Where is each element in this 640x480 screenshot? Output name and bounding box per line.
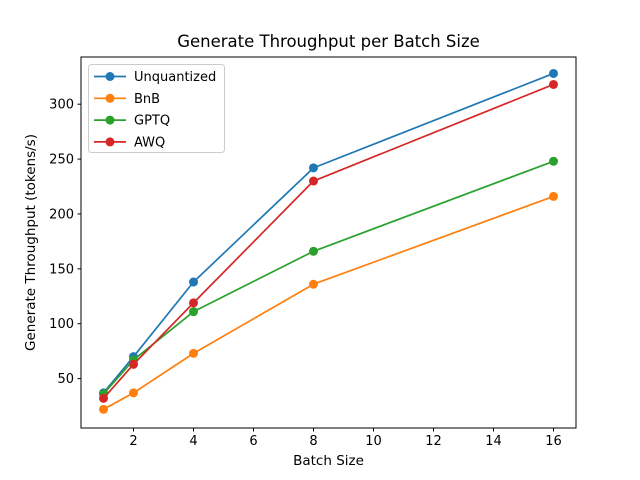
data-point-unquantized-batch4 [189,277,198,287]
legend: Unquantized BnB GPTQ AWQ [88,64,225,153]
chart-title: Generate Throughput per Batch Size [177,32,480,51]
x-tick-label: 2 [129,434,137,449]
legend-marker [105,72,115,81]
data-point-gptq-batch8 [309,246,318,256]
y-tick-label: 100 [49,317,74,332]
y-axis-label: Generate Throughput (tokens/s) [23,134,39,351]
data-point-unquantized-batch8 [309,163,318,173]
legend-label: Unquantized [134,70,216,85]
data-point-bnb-batch1 [99,404,108,414]
data-point-unquantized-batch16 [549,68,558,78]
x-tick-label: 4 [189,434,197,449]
y-tick-label: 200 [49,207,74,222]
data-point-awq-batch2 [129,359,138,369]
x-tick-label: 12 [425,434,442,449]
legend-marker [105,93,115,103]
data-point-bnb-batch4 [189,348,198,358]
x-tick-label: 16 [545,434,562,449]
data-point-awq-batch1 [99,393,108,403]
data-point-awq-batch16 [549,79,558,89]
legend-marker [105,137,115,147]
legend-item-unquantized [94,72,126,81]
data-point-bnb-batch8 [309,279,318,289]
legend-label: AWQ [134,135,165,150]
legend-label: BnB [134,92,160,107]
data-point-gptq-batch4 [189,307,198,317]
y-tick-label: 150 [49,262,74,277]
data-point-bnb-batch16 [549,191,558,201]
legend-box [88,64,225,153]
legend-item-bnb [94,93,126,103]
legend-label: GPTQ [134,114,170,129]
y-tick-label: 300 [49,98,74,113]
data-point-awq-batch8 [309,176,318,186]
x-tick-label: 14 [485,434,502,449]
x-tick-label: 8 [309,434,317,449]
x-tick-label: 6 [249,434,257,449]
data-point-gptq-batch16 [549,156,558,166]
x-axis-label: Batch Size [293,453,364,469]
data-point-awq-batch4 [189,298,198,308]
y-tick-label: 50 [57,372,74,387]
x-tick-label: 10 [365,434,382,449]
y-tick-label: 250 [49,153,74,168]
data-point-bnb-batch2 [129,388,138,398]
legend-item-gptq [94,115,126,125]
legend-marker [105,115,115,125]
legend-item-awq [94,137,126,147]
